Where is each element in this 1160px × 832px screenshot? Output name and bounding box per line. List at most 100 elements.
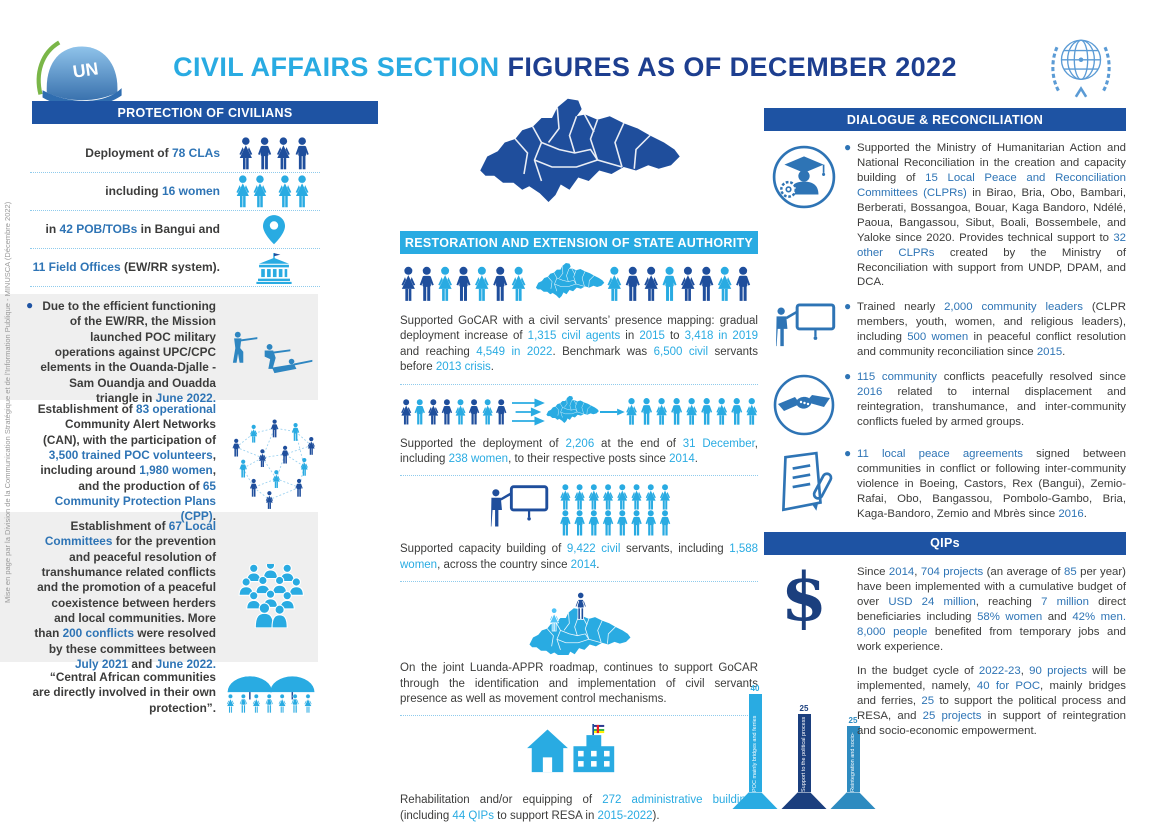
resa-deployment-icons — [400, 393, 758, 431]
qips-item-projects-text: Since 2014, 704 projects (an average of … — [857, 565, 1127, 653]
clas-people-icon — [228, 137, 320, 170]
qips-item-budget: 40 POC mainly bridges and ferries 25 Sup… — [732, 664, 1126, 810]
buildings-icon — [400, 724, 758, 787]
dotted-divider — [30, 286, 320, 287]
resa-capacity-icons — [400, 484, 758, 536]
people-row-icon — [401, 266, 526, 301]
qips-chart: 40 POC mainly bridges and ferries 25 Sup… — [732, 667, 876, 810]
poc-rows: Deployment of 78 CLAs including 16 women… — [30, 136, 320, 288]
resa-deployment-text: Supported the deployment of 2,206 at the… — [400, 437, 758, 466]
poc-quote: “Central African communities are directl… — [30, 670, 320, 716]
dialogue-item-clpr: ● Supported the Ministry of Humanitarian… — [764, 140, 1127, 290]
poc-section-header: PROTECTION OF CIVILIANS — [32, 101, 378, 124]
dialogue-item-agreements-rich: 11 local peace agreements signed between… — [857, 448, 1126, 520]
bullet-icon: ● — [844, 369, 852, 384]
umbrella-protection-icon — [224, 670, 320, 716]
poc-block-can: Establishment of 83 operational Communit… — [30, 402, 320, 525]
poc-block-ewrr-text: ● Due to the efficient functioning of th… — [26, 298, 224, 406]
dialogue-item-leaders: ● Trained nearly 2,000 community leaders… — [764, 299, 1126, 360]
poc-block-can-text: Establishment of 83 operational Communit… — [37, 402, 216, 524]
dialogue-item-clpr-rich: Supported the Ministry of Humanitarian A… — [857, 142, 1127, 289]
people-row-icon — [401, 398, 507, 425]
trainer-icon — [488, 485, 548, 529]
people-row-icon — [607, 266, 750, 301]
trainer-icon — [764, 300, 844, 360]
arrow-right-icon — [599, 408, 625, 415]
poc-block-committees: Establishment of 67 Local Committees for… — [30, 519, 320, 672]
dialogue-item-leaders-rich: Trained nearly 2,000 community leaders (… — [857, 301, 1126, 359]
page-title: CIVIL AFFAIRS SECTION FIGURES AS OF DECE… — [150, 52, 980, 83]
bar-value-label: 25 — [848, 716, 858, 726]
dialogue-section-header: DIALOGUE & RECONCILIATION — [764, 108, 1126, 131]
svg-text:UN: UN — [72, 58, 100, 81]
poc-block-ewrr-rich: Due to the efficient functioning of the … — [40, 299, 216, 405]
dialogue-item-clpr-text: ● Supported the Ministry of Humanitarian… — [844, 140, 1127, 290]
people-row-icon — [625, 398, 757, 425]
car-map-small-icon — [535, 262, 605, 299]
bullet-icon: ● — [844, 299, 852, 314]
people-row-icon — [559, 510, 670, 536]
poc-row-clas: Deployment of 78 CLAs — [30, 136, 320, 171]
dollar-icon: $ — [781, 557, 827, 636]
people-row-icon — [559, 484, 670, 510]
deployment-arrows-icon — [512, 398, 545, 426]
capacity-building-icon — [764, 141, 844, 290]
poc-row-women-text: including 16 women — [105, 184, 220, 198]
location-pin-icon — [228, 214, 320, 245]
dotted-divider — [30, 248, 320, 249]
resa-mapping-text: Supported GoCAR with a civil servants’ p… — [400, 315, 759, 374]
dialogue-item-conflicts-text: ● 115 community conflicts peacefully res… — [844, 369, 1126, 437]
page-title-dark: FIGURES AS OF DECEMBER 2022 — [499, 52, 957, 82]
dotted-divider — [400, 383, 758, 385]
network-icon — [224, 413, 320, 513]
qips-item-projects: $ Since 2014, 704 projects (an average o… — [764, 557, 1127, 655]
poc-quote-text: “Central African communities are directl… — [32, 670, 216, 715]
qips-section-header: QIPs — [764, 531, 1126, 555]
bullet-icon: ● — [844, 140, 852, 154]
qips-item-budget-text: In the budget cycle of 2022-23, 90 proje… — [857, 665, 1126, 738]
gray-band — [0, 294, 318, 400]
dotted-divider — [30, 172, 320, 173]
bar-value-label: 40 — [750, 684, 760, 694]
dotted-divider — [400, 715, 758, 717]
car-map-icon — [452, 90, 708, 230]
crowd-icon — [224, 563, 320, 628]
bar-value-label: 25 — [799, 704, 809, 714]
resa-roadmap-text: On the joint Luanda-APPR roadmap, contin… — [400, 662, 758, 706]
poc-row-pob: in 42 POB/TOBs in Bangui and — [30, 212, 320, 247]
resa-capacity-text: Supported capacity building of 9,422 civ… — [400, 543, 759, 571]
bar-base — [781, 792, 827, 810]
women-people-icon — [228, 175, 320, 208]
resa-items: Supported GoCAR with a civil servants’ p… — [400, 256, 758, 832]
bullet-icon: ● — [844, 446, 852, 461]
page-title-light: CIVIL AFFAIRS SECTION — [173, 52, 500, 82]
car-map-small-icon — [545, 395, 599, 423]
qips-bar: 25 Reintegration and socio-economic empo… — [830, 716, 876, 810]
map-presence-icon — [400, 590, 758, 656]
poc-row-clas-text: Deployment of 78 CLAs — [85, 146, 220, 160]
dialogue-item-agreements: ● 11 local peace agreements signed betwe… — [764, 446, 1126, 522]
dotted-divider — [400, 581, 758, 583]
layout-credit-note: Mise en page par la Division de la Commu… — [3, 201, 12, 604]
dialogue-item-agreements-text: ● 11 local peace agreements signed betwe… — [844, 446, 1126, 522]
dotted-divider — [400, 475, 758, 477]
dialogue-item-leaders-text: ● Trained nearly 2,000 community leaders… — [844, 299, 1126, 360]
poc-block-committees-text: Establishment of 67 Local Committees for… — [34, 519, 216, 671]
poc-row-women: including 16 women — [30, 174, 320, 209]
un-emblem — [1044, 30, 1118, 106]
bar-category-label: POC mainly bridges and ferries — [751, 716, 758, 793]
resa-section-header: RESTORATION AND EXTENSION OF STATE AUTHO… — [400, 231, 758, 254]
qips-bar: 40 POC mainly bridges and ferries — [732, 684, 778, 810]
right-column: DIALOGUE & RECONCILIATION ● Supported th… — [732, 108, 1127, 811]
field-office-icon — [228, 252, 320, 284]
bar-chart-icon: 40 POC mainly bridges and ferries 25 Sup… — [732, 664, 876, 810]
bullet-icon: ● — [26, 298, 34, 312]
poc-row-pob-text: in 42 POB/TOBs in Bangui and — [45, 222, 220, 236]
dialogue-item-conflicts-rich: 115 community conflicts peacefully resol… — [857, 371, 1126, 428]
resa-buildings-text: Rehabilitation and/or equipping of 272 a… — [400, 794, 758, 822]
poc-row-offices: 11 Field Offices (EW/RR system). — [30, 250, 320, 285]
dotted-divider — [30, 210, 320, 211]
soldiers-icon — [224, 328, 320, 378]
resa-mapping-icons — [400, 260, 758, 308]
qips-bar: 25 Support to the political process and … — [781, 704, 827, 810]
